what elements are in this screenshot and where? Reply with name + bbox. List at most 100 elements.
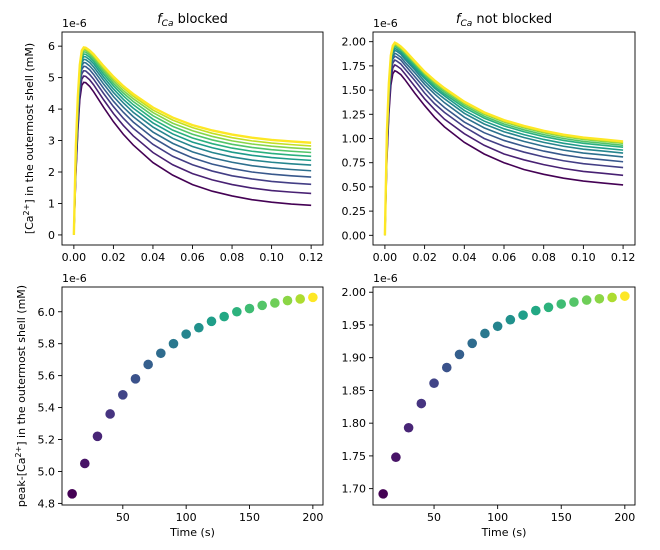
x-axis-label: Time (s)	[169, 526, 215, 539]
data-point-7	[143, 359, 153, 370]
y-tick-label: 0.50	[342, 181, 367, 194]
series-line-12	[72, 46, 312, 235]
x-tick-label: 0.02	[412, 251, 437, 264]
y-tick-label: 6	[48, 40, 55, 53]
series-line-12	[383, 41, 624, 236]
y-tick-label: 1.80	[342, 417, 367, 430]
subplot-4: 50 100 150 200 1.70 1.75 1.80 1.85 1.90 1.95 2.00 1…	[342, 272, 636, 539]
axes-frame	[61, 286, 324, 506]
y-tick-label: 4	[48, 103, 55, 116]
subplot-title: fCa not blocked	[456, 12, 552, 29]
y-tick-label: 1.75	[342, 60, 367, 73]
data-point-4	[416, 398, 427, 409]
data-point-13	[530, 305, 541, 316]
data-point-14	[543, 302, 554, 313]
y-tick-label: 5.8	[38, 338, 56, 351]
series-line-6	[384, 49, 624, 236]
subplot-title: fCa blocked	[157, 12, 228, 29]
x-tick-label: 0.12	[299, 251, 324, 264]
data-point-12	[518, 310, 528, 320]
x-tick-label: 0.10	[571, 251, 596, 264]
x-tick-label: 0.10	[259, 251, 284, 264]
data-point-19	[607, 292, 617, 303]
y-tick-label: 1.00	[342, 133, 367, 146]
data-point-12	[206, 316, 217, 327]
data-point-11	[194, 322, 204, 333]
data-point-10	[492, 321, 503, 332]
y-offset-text: 1e-6	[62, 272, 87, 285]
y-tick-label: 5.0	[38, 465, 56, 478]
y-tick-label: 1.75	[342, 450, 367, 463]
subplot-3: 50 100 150 200 4.8 5.0 5.2 5.4 5.6 5.8 6.0 1e-6 Time…	[38, 272, 324, 539]
subplot-2: 0.00 0.02 0.04 0.06 0.08 0.10 0.12 0.00 0.25 0.50…	[342, 12, 636, 264]
data-point-10	[181, 329, 191, 339]
data-point-2	[80, 458, 90, 469]
x-tick-label: 0.06	[492, 251, 517, 264]
y-tick-label: 0.00	[342, 229, 367, 242]
data-point-1	[67, 489, 77, 499]
data-point-8	[467, 338, 478, 349]
x-tick-label: 200	[614, 511, 635, 524]
x-tick-label: 200	[302, 511, 323, 524]
x-tick-label: 0.08	[220, 251, 245, 264]
x-tick-label: 0.12	[611, 251, 636, 264]
x-tick-label: 0.00	[62, 251, 87, 264]
series-line-1	[384, 69, 624, 236]
data-point-3	[403, 422, 414, 433]
series-line-8	[73, 53, 312, 235]
data-point-9	[480, 328, 490, 339]
x-tick-label: 100	[487, 511, 508, 524]
y-tick-label: 0.25	[342, 205, 367, 218]
y-axis-label-bottom: peak-[Ca2+] in the outermost shell (mM)	[14, 285, 28, 507]
y-offset-text: 1e-6	[373, 17, 398, 30]
data-point-13	[219, 311, 229, 322]
data-point-9	[168, 338, 179, 349]
data-point-8	[156, 348, 166, 359]
data-point-17	[270, 298, 280, 308]
x-tick-label: 0.04	[141, 251, 166, 264]
series-line-3	[384, 59, 624, 236]
data-point-6	[130, 374, 141, 384]
x-tick-label: 50	[427, 511, 441, 524]
x-axis-label: Time (s)	[481, 526, 527, 539]
data-point-16	[257, 300, 267, 311]
data-point-15	[556, 299, 567, 309]
data-point-15	[244, 303, 255, 314]
data-point-17	[581, 295, 592, 305]
y-tick-label: 5.6	[38, 370, 56, 383]
x-tick-label: 150	[551, 511, 572, 524]
y-tick-label: 1.90	[342, 352, 367, 365]
y-tick-label: 1.50	[342, 84, 367, 97]
x-tick-label: 0.02	[101, 251, 126, 264]
y-tick-label: 5.2	[38, 434, 56, 447]
series-line-2	[384, 63, 624, 236]
y-tick-label: 1.25	[342, 108, 367, 121]
y-tick-label: 6.0	[38, 306, 56, 319]
data-point-19	[295, 294, 305, 304]
data-point-2	[391, 452, 401, 463]
y-tick-label: 1	[48, 197, 55, 210]
y-axis-label-top: [Ca2+] in the outermost shell (mM)	[22, 43, 36, 234]
data-point-7	[454, 349, 465, 360]
y-tick-label: 1.85	[342, 384, 367, 397]
y-offset-text: 1e-6	[373, 272, 398, 285]
axes-frame	[372, 286, 636, 506]
x-tick-label: 0.00	[373, 251, 398, 264]
data-point-14	[232, 306, 242, 317]
y-tick-label: 1.70	[342, 483, 367, 496]
y-tick-label: 0	[48, 229, 55, 242]
data-point-18	[282, 295, 293, 306]
y-tick-label: 5.4	[38, 402, 56, 415]
y-tick-label: 0.75	[342, 157, 367, 170]
y-tick-label: 1.95	[342, 319, 367, 332]
data-point-20	[620, 291, 630, 301]
data-point-6	[441, 362, 452, 373]
data-point-16	[569, 297, 579, 307]
y-tick-label: 3	[48, 135, 55, 148]
y-tick-label: 5	[48, 72, 55, 85]
x-tick-label: 50	[116, 511, 130, 524]
y-offset-text: 1e-6	[62, 17, 87, 30]
y-tick-label: 2	[48, 166, 55, 179]
data-point-3	[92, 431, 103, 442]
